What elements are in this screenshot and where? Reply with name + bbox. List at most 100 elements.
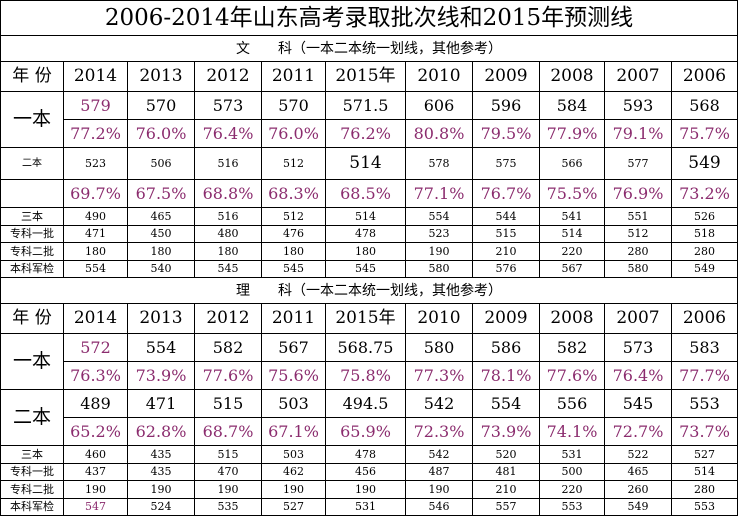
junjian-value: 546	[405, 497, 473, 516]
year-header-label: 年 份	[0, 61, 64, 92]
zk1-value: 514	[539, 224, 605, 243]
zk1-value: 435	[127, 462, 195, 481]
erben-percent: 74.1%	[539, 417, 605, 446]
zk2-value: 190	[325, 480, 406, 499]
yiben-percent: 79.1%	[604, 119, 672, 148]
yiben-value: 568.75	[325, 333, 406, 362]
junjian-value: 567	[539, 259, 605, 278]
sanben-value: 460	[63, 445, 128, 464]
erben-percent: 67.5%	[127, 179, 195, 208]
year-cell: 2009	[472, 303, 540, 334]
erben-value: 523	[63, 147, 128, 180]
yiben-value: 596	[472, 91, 540, 120]
year-cell: 2010	[405, 61, 473, 92]
junjian-value: 535	[194, 497, 262, 516]
erben-value: 577	[604, 147, 672, 180]
sanben-value: 435	[127, 445, 195, 464]
year-cell: 2013	[127, 61, 195, 92]
sanben-value: 515	[194, 445, 262, 464]
erben-percent: 68.3%	[261, 179, 326, 208]
erben-percent: 68.8%	[194, 179, 262, 208]
erben-percent: 75.5%	[539, 179, 605, 208]
junjian-value: 549	[604, 497, 672, 516]
erben-value: 578	[405, 147, 473, 180]
row-label-blank	[0, 179, 64, 208]
yiben-percent: 78.1%	[472, 361, 540, 390]
junjian-value: 549	[671, 259, 738, 278]
year-cell: 2014	[63, 303, 128, 334]
yiben-percent: 76.3%	[63, 361, 128, 390]
year-cell: 2011	[261, 61, 326, 92]
sanben-value: 542	[405, 445, 473, 464]
erben-value: 514	[325, 147, 406, 180]
zk2-value: 190	[63, 480, 128, 499]
junjian-value: 545	[261, 259, 326, 278]
erben-value: 566	[539, 147, 605, 180]
zk2-value: 210	[472, 242, 540, 261]
zk1-value: 437	[63, 462, 128, 481]
zk1-value: 456	[325, 462, 406, 481]
zk2-value: 180	[127, 242, 195, 261]
year-cell: 2008	[539, 61, 605, 92]
yiben-value: 571.5	[325, 91, 406, 120]
row-label-zk1: 专科一批	[0, 462, 64, 481]
year-cell: 2010	[405, 303, 473, 334]
year-cell: 2011	[261, 303, 326, 334]
erben-percent: 76.9%	[604, 179, 672, 208]
junjian-value: 553	[671, 497, 738, 516]
zk2-value: 280	[604, 242, 672, 261]
zk2-value: 280	[671, 480, 738, 499]
year-cell: 2006	[671, 61, 738, 92]
zk2-value: 260	[604, 480, 672, 499]
yiben-value: 573	[194, 91, 262, 120]
sanben-value: 554	[405, 207, 473, 226]
yiben-percent: 76.2%	[325, 119, 406, 148]
zk2-value: 190	[405, 242, 473, 261]
yiben-value: 570	[261, 91, 326, 120]
sanben-value: 512	[261, 207, 326, 226]
erben-percent: 62.8%	[127, 417, 195, 446]
erben-percent: 76.7%	[472, 179, 540, 208]
yiben-percent: 75.6%	[261, 361, 326, 390]
zk2-value: 210	[472, 480, 540, 499]
row-label-sanben: 三本	[0, 445, 64, 464]
zk1-value: 465	[604, 462, 672, 481]
yiben-value: 570	[127, 91, 195, 120]
erben-percent: 67.1%	[261, 417, 326, 446]
yiben-percent: 76.4%	[194, 119, 262, 148]
yiben-value: 606	[405, 91, 473, 120]
erben-percent: 65.9%	[325, 417, 406, 446]
zk1-value: 518	[671, 224, 738, 243]
row-label-zk2: 专科二批	[0, 242, 64, 261]
section-subtitle-like: 理 科（一本二本统一划线，其他参考）	[0, 277, 738, 304]
zk2-value: 190	[127, 480, 195, 499]
junjian-value: 545	[194, 259, 262, 278]
junjian-value: 545	[325, 259, 406, 278]
sanben-value: 551	[604, 207, 672, 226]
zk1-value: 487	[405, 462, 473, 481]
year-cell: 2013	[127, 303, 195, 334]
sanben-value: 531	[539, 445, 605, 464]
yiben-value: 584	[539, 91, 605, 120]
yiben-value: 593	[604, 91, 672, 120]
erben-value: 554	[472, 389, 540, 418]
erben-value: 516	[194, 147, 262, 180]
yiben-percent: 76.4%	[604, 361, 672, 390]
junjian-value: 580	[405, 259, 473, 278]
zk2-value: 220	[539, 480, 605, 499]
sanben-value: 516	[194, 207, 262, 226]
zk1-value: 471	[63, 224, 128, 243]
erben-value: 549	[671, 147, 738, 180]
yiben-value: 567	[261, 333, 326, 362]
sanben-value: 544	[472, 207, 540, 226]
sanben-value: 478	[325, 445, 406, 464]
yiben-value: 583	[671, 333, 738, 362]
zk2-value: 190	[405, 480, 473, 499]
sanben-value: 520	[472, 445, 540, 464]
junjian-value: 557	[472, 497, 540, 516]
zk1-value: 462	[261, 462, 326, 481]
erben-value: 489	[63, 389, 128, 418]
sanben-value: 527	[671, 445, 738, 464]
year-cell: 2008	[539, 303, 605, 334]
